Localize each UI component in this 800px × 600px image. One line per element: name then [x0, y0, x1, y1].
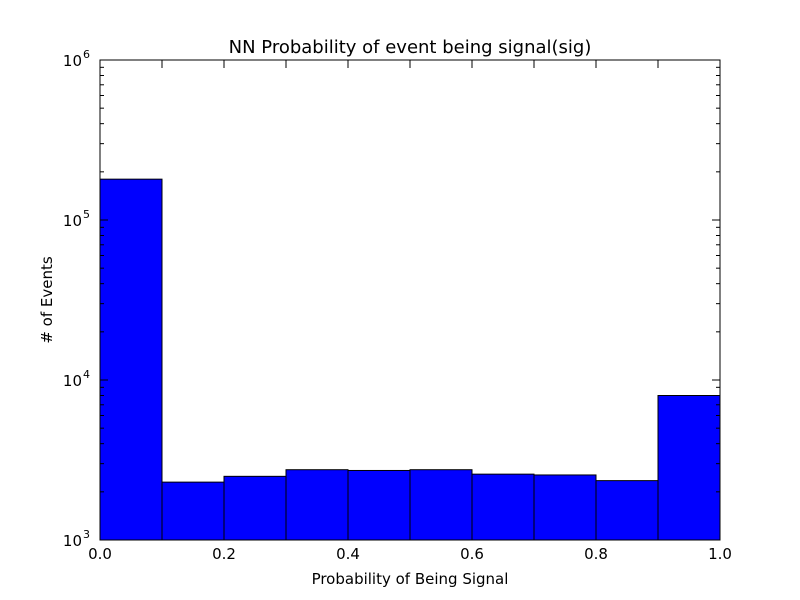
x-axis-label: Probability of Being Signal [312, 570, 509, 588]
histogram-bar [223, 475, 287, 541]
y-tick-label: 10 [63, 212, 82, 230]
histogram-bar [657, 395, 721, 541]
plot-frame [99, 59, 721, 541]
histogram-bar [471, 473, 535, 541]
histogram-bar [347, 469, 411, 541]
histogram-bar [285, 469, 349, 541]
histogram-bar [99, 178, 163, 541]
x-tick-label: 0.0 [88, 545, 112, 563]
ticks-group [99, 59, 721, 541]
y-tick-exponent: 4 [83, 368, 90, 381]
y-tick-exponent: 3 [83, 528, 90, 541]
bars-group [99, 178, 721, 541]
x-tick-label: 1.0 [708, 545, 732, 563]
x-tick-labels: 0.0 0.2 0.4 0.6 0.8 1.0 [88, 545, 732, 563]
histogram-bar [161, 481, 225, 541]
x-tick-label: 0.6 [460, 545, 484, 563]
y-axis-label: # of Events [38, 256, 56, 344]
histogram-bar [533, 474, 597, 541]
x-tick-label: 0.2 [212, 545, 236, 563]
x-tick-label: 0.4 [336, 545, 360, 563]
y-tick-label: 10 [63, 52, 82, 70]
y-tick-exponent: 5 [83, 208, 90, 221]
y-tick-exponent: 6 [83, 48, 90, 61]
x-tick-label: 0.8 [584, 545, 608, 563]
y-tick-label: 10 [63, 372, 82, 390]
histogram-bar [595, 480, 659, 541]
chart-title: NN Probability of event being signal(sig… [229, 37, 592, 58]
histogram-bar [409, 469, 473, 541]
y-tick-label: 10 [63, 532, 82, 550]
